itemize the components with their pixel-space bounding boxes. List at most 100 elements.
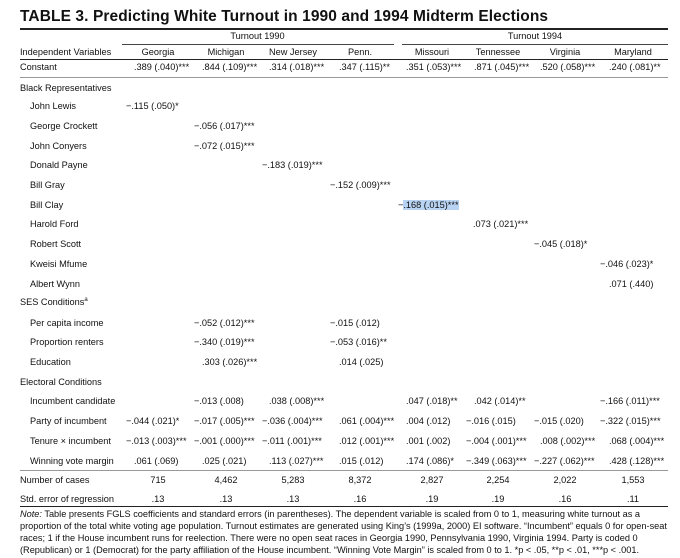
group-header-1994: Turnout 1994	[507, 31, 563, 41]
cell-constant-maryland: .240 (.081)**	[609, 62, 661, 72]
cell-per-capita-penn: −.015 (.012)	[330, 318, 380, 328]
constant-rule	[20, 77, 668, 78]
top-rule	[20, 28, 668, 30]
header-new-jersey: New Jersey	[269, 47, 317, 57]
cell-tenure-incumbent-maryland: .068 (.004)***	[609, 436, 665, 446]
cell-proportion-renters-penn: −.053 (.016)**	[330, 337, 387, 347]
row-label-proportion-renters: Proportion renters	[30, 337, 104, 347]
section-ses-footnote-mark: a	[84, 296, 88, 303]
cell-winning-margin-missouri: .174 (.086)*	[406, 456, 455, 466]
section-ses-label: SES Conditions	[20, 297, 85, 307]
cell-constant-new-jersey: .314 (.018)***	[269, 62, 325, 72]
cell-education-penn: .014 (.025)	[339, 357, 384, 367]
header-maryland: Maryland	[614, 47, 652, 57]
cell-tenure-incumbent-tennessee: −.004 (.001)***	[466, 436, 527, 446]
cell-bill-clay-sign: −	[398, 200, 404, 210]
table-note: Note: Table presents FGLS coefficients a…	[20, 508, 670, 556]
cell-kweisi-mfume-maryland: −.046 (.023)*	[600, 259, 654, 269]
cell-per-capita-michigan: −.052 (.012)***	[194, 318, 255, 328]
section-black-representatives: Black Representatives	[20, 83, 112, 93]
row-label-harold-ford: Harold Ford	[30, 219, 79, 229]
cell-constant-tennessee: .871 (.045)***	[474, 62, 530, 72]
cell-george-crockett-michigan: −.056 (.017)***	[194, 121, 255, 131]
cell-incumbent-candidate-tennessee: .042 (.014)**	[474, 396, 526, 406]
electoral-rule	[20, 470, 668, 471]
cell-constant-penn: .347 (.115)**	[339, 62, 390, 72]
cell-bill-gray-penn: −.152 (.009)***	[330, 180, 391, 190]
row-label-bill-gray: Bill Gray	[30, 180, 65, 190]
text-selection-highlight[interactable]: .168 (.015)***	[403, 200, 459, 210]
cell-winning-margin-new-jersey: .113 (.027)***	[269, 456, 324, 466]
cell-bill-clay-missouri[interactable]: −.168 (.015)***	[398, 200, 459, 211]
row-label-george-crockett: George Crockett	[30, 121, 98, 131]
row-label-per-capita-income: Per capita income	[30, 318, 104, 328]
row-label-donald-payne: Donald Payne	[30, 160, 88, 170]
cell-constant-missouri: .351 (.053)***	[406, 62, 462, 72]
cell-constant-michigan: .844 (.109)***	[202, 62, 258, 72]
cell-tenure-incumbent-georgia: −.013 (.003)***	[126, 436, 187, 446]
cell-cases-missouri: 2,827	[420, 475, 444, 485]
cell-cases-virginia: 2,022	[553, 475, 577, 485]
group-rule-1994	[402, 44, 668, 45]
header-tennessee: Tennessee	[475, 47, 521, 57]
header-missouri: Missouri	[414, 47, 450, 57]
cell-std-error-tennessee: .19	[491, 494, 505, 504]
row-label-robert-scott: Robert Scott	[30, 239, 82, 249]
cell-std-error-virginia: .16	[558, 494, 572, 504]
cell-winning-margin-virginia: −.227 (.062)***	[534, 456, 595, 466]
table-title: TABLE 3. Predicting White Turnout in 199…	[20, 8, 549, 25]
row-label-winning-vote-margin: Winning vote margin	[30, 456, 114, 466]
cell-party-incumbent-tennessee: −.016 (.015)	[466, 416, 516, 426]
cell-winning-margin-penn: .015 (.012)	[339, 456, 384, 466]
row-label-std-error: Std. error of regression	[20, 494, 114, 504]
header-variables: Independent Variables	[20, 47, 112, 57]
row-label-party-of-incumbent: Party of incumbent	[30, 416, 107, 426]
cell-donald-payne-new-jersey: −.183 (.019)***	[262, 160, 323, 170]
cell-incumbent-candidate-missouri: .047 (.018)**	[406, 396, 458, 406]
header-virginia: Virginia	[549, 47, 581, 57]
cell-cases-penn: 8,372	[348, 475, 372, 485]
cell-tenure-incumbent-missouri: .001 (.002)	[406, 436, 451, 446]
header-georgia: Georgia	[141, 47, 175, 57]
cell-std-error-missouri: .19	[425, 494, 439, 504]
row-label-constant: Constant	[20, 62, 57, 72]
group-rule-1990	[122, 44, 394, 45]
cell-std-error-maryland: .11	[626, 494, 640, 504]
bottom-rule	[20, 506, 668, 507]
row-label-albert-wynn: Albert Wynn	[30, 279, 80, 289]
group-header-1990: Turnout 1990	[230, 31, 285, 41]
cell-winning-margin-georgia: .061 (.069)	[134, 456, 179, 466]
cell-std-error-georgia: .13	[151, 494, 165, 504]
header-michigan: Michigan	[207, 47, 245, 57]
note-prefix: Note:	[20, 509, 42, 519]
cell-tenure-incumbent-new-jersey: −.011 (.001)***	[262, 436, 322, 446]
cell-cases-georgia: 715	[150, 475, 166, 485]
cell-cases-new-jersey: 5,283	[281, 475, 305, 485]
row-label-number-of-cases: Number of cases	[20, 475, 90, 485]
cell-cases-michigan: 4,462	[214, 475, 238, 485]
row-label-bill-clay: Bill Clay	[30, 200, 64, 210]
row-label-john-lewis: John Lewis	[30, 101, 76, 111]
note-text: Table presents FGLS coefficients and sta…	[20, 509, 667, 555]
cell-std-error-penn: .16	[353, 494, 367, 504]
row-label-tenure-incumbent: Tenure × incumbent	[30, 436, 111, 446]
section-electoral-conditions: Electoral Conditions	[20, 377, 102, 387]
cell-party-incumbent-new-jersey: −.036 (.004)***	[262, 416, 323, 426]
cell-std-error-michigan: .13	[219, 494, 233, 504]
cell-party-incumbent-virginia: −.015 (.020)	[534, 416, 584, 426]
cell-winning-margin-michigan: .025 (.021)	[202, 456, 247, 466]
cell-john-conyers-michigan: −.072 (.015)***	[194, 141, 255, 151]
cell-albert-wynn-maryland: .071 (.440)	[609, 279, 654, 289]
header-penn: Penn.	[347, 47, 372, 57]
cell-proportion-renters-michigan: −.340 (.019)***	[194, 337, 255, 347]
cell-incumbent-candidate-new-jersey: .038 (.008)***	[269, 396, 325, 406]
cell-cases-maryland: 1,553	[621, 475, 645, 485]
cell-winning-margin-tennessee: −.349 (.063)***	[466, 456, 527, 466]
cell-robert-scott-virginia: −.045 (.018)*	[534, 239, 588, 249]
cell-winning-margin-maryland: .428 (.128)***	[609, 456, 665, 466]
cell-party-incumbent-georgia: −.044 (.021)*	[126, 416, 180, 426]
cell-party-incumbent-michigan: −.017 (.005)***	[194, 416, 255, 426]
cell-education-michigan: .303 (.026)***	[202, 357, 258, 367]
cell-harold-ford-tennessee: .073 (.021)***	[473, 219, 529, 229]
